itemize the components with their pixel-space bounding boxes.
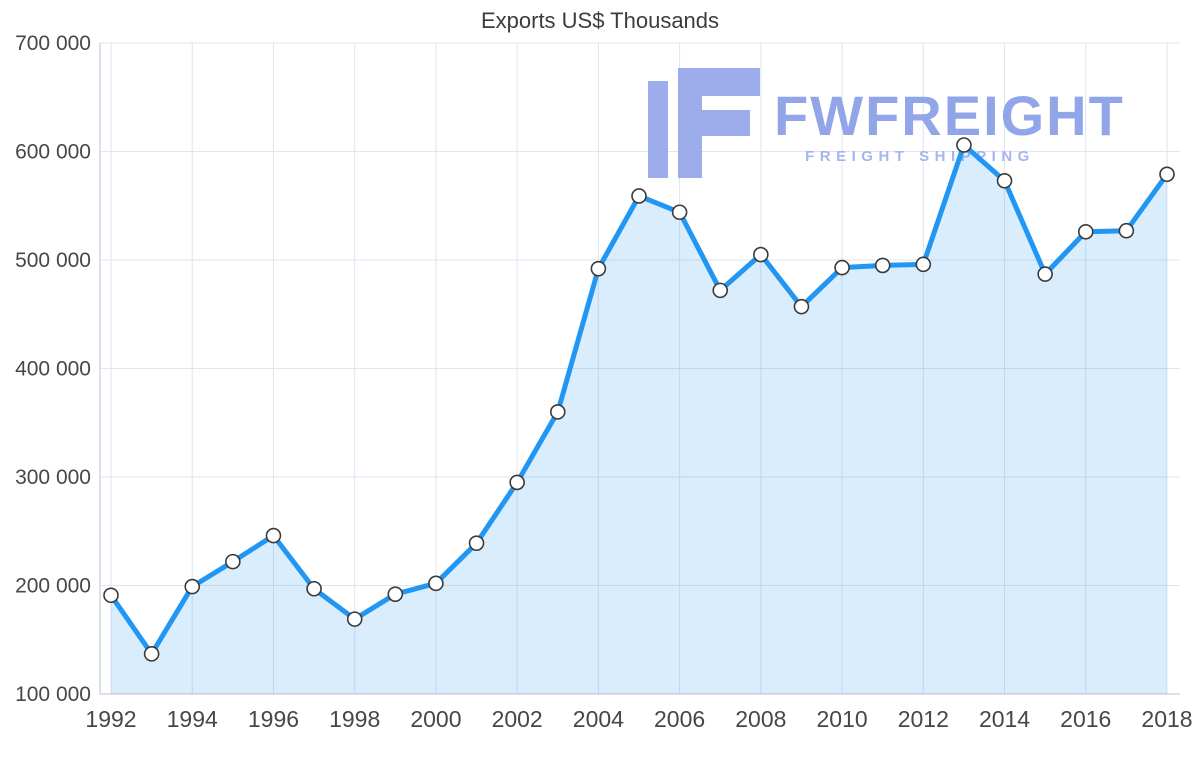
series-area (111, 144, 1167, 695)
data-point-marker (712, 282, 729, 299)
data-point-marker (103, 587, 119, 604)
data-point-marker (387, 586, 404, 602)
watermark-text: FWFREIGHT FREIGHT SHIPPING (774, 84, 1125, 166)
x-tick-label: 2008 (735, 706, 786, 732)
x-tick-label: 2018 (1141, 706, 1192, 732)
data-point-marker (590, 260, 607, 277)
data-point-marker (671, 204, 688, 221)
y-tick-label: 400 000 (15, 358, 91, 381)
y-tick-label: 100 000 (15, 683, 91, 706)
x-tick-label: 2000 (410, 706, 461, 732)
x-tick-label: 2004 (573, 706, 624, 732)
watermark-brand: FWFREIGHT (774, 84, 1125, 147)
data-point-marker (468, 535, 485, 551)
data-point-marker (1159, 166, 1175, 183)
watermark-logo: FWFREIGHT FREIGHT SHIPPING (648, 68, 1125, 178)
data-point-marker (793, 298, 810, 315)
watermark-tagline: FREIGHT SHIPPING (805, 148, 1035, 165)
data-point-marker (1118, 222, 1135, 239)
y-tick-label: 500 000 (15, 249, 91, 272)
data-point-marker (509, 474, 525, 491)
x-tick-label: 1996 (248, 706, 299, 732)
data-point-marker (834, 259, 850, 276)
fwfreight-logo-icon (648, 68, 760, 178)
data-point-marker (915, 256, 932, 273)
data-point-marker (428, 575, 444, 592)
data-point-marker (753, 246, 769, 263)
x-tick-label: 2006 (654, 706, 705, 732)
data-point-marker (265, 527, 282, 544)
series-line (108, 142, 1170, 657)
x-tick-label: 1998 (329, 706, 380, 732)
data-point-marker (184, 578, 201, 595)
x-tick-label: 2016 (1060, 706, 1111, 732)
x-tick-label: 1992 (85, 706, 136, 732)
data-point-marker (306, 580, 322, 597)
data-point-marker (1037, 266, 1053, 282)
data-point-marker (1077, 223, 1094, 240)
y-tick-label: 300 000 (15, 466, 91, 489)
data-point-marker (143, 646, 160, 662)
x-tick-label: 2012 (898, 706, 949, 732)
data-point-marker (346, 611, 363, 627)
x-tick-label: 1994 (167, 706, 218, 732)
data-point-marker (225, 553, 241, 570)
y-tick-label: 600 000 (15, 141, 91, 164)
y-tick-label: 700 000 (15, 32, 91, 55)
x-tick-label: 2014 (979, 706, 1030, 732)
y-tick-label: 200 000 (15, 575, 91, 598)
data-point-marker (631, 188, 647, 204)
chart-title: Exports US$ Thousands (480, 8, 720, 33)
x-tick-label: 2010 (816, 706, 867, 732)
x-tick-label: 2002 (492, 706, 543, 732)
data-point-marker (549, 404, 566, 420)
data-point-marker (874, 257, 891, 274)
